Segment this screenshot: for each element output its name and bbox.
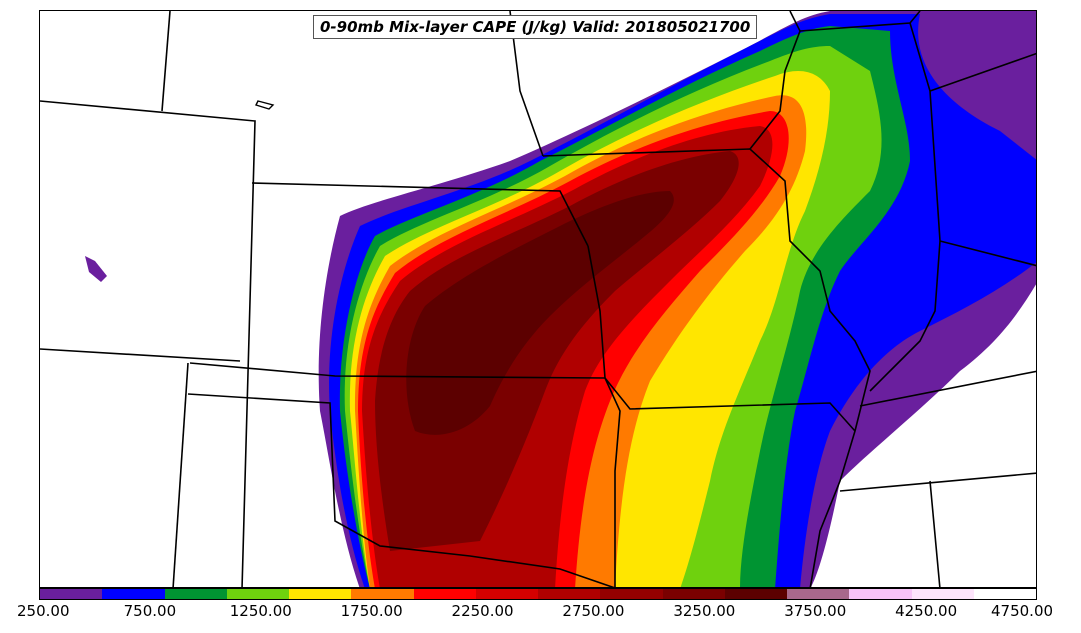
colorbar-tick-label: 250.00 [17,602,70,620]
colorbar-segment [40,589,103,599]
colorbar-segment [724,589,787,599]
cape-field [40,11,1036,587]
map-title: 0-90mb Mix-layer CAPE (J/kg) Valid: 2018… [313,15,758,39]
lake [255,100,275,110]
colorbar-segment [226,589,289,599]
colorbar-segment [787,589,850,599]
map-area [39,10,1037,588]
colorbar-tick-label: 750.00 [123,602,177,620]
colorbar-segment [351,589,414,599]
colorbar-segment [413,589,476,599]
colorbar-segment [662,589,725,599]
colorbar-tick-label: 3250.00 [673,602,736,620]
colorbar-segment [849,589,912,599]
cape-band-darkmaroon [406,191,674,435]
colorbar-tick-label: 2750.00 [562,602,625,620]
colorbar [39,588,1037,600]
colorbar-tick-label: 4750.00 [991,602,1054,620]
colorbar-tick-label: 1250.00 [229,602,292,620]
cape-band-maroon [375,151,739,551]
colorbar-segment [164,589,227,599]
colorbar-tick-label: 2250.00 [451,602,514,620]
colorbar-segment [102,589,165,599]
colorbar-tick-label: 4250.00 [895,602,958,620]
colorbar-segment [973,589,1036,599]
colorbar-segment [600,589,663,599]
state-boundaries [40,11,1036,587]
colorbar-tick-label: 3750.00 [784,602,847,620]
colorbar-segment [911,589,974,599]
cape-speck-purple [85,256,107,282]
colorbar-segment [475,589,538,599]
colorbar-segment [289,589,352,599]
colorbar-tick-label: 1750.00 [340,602,403,620]
colorbar-segment [538,589,601,599]
